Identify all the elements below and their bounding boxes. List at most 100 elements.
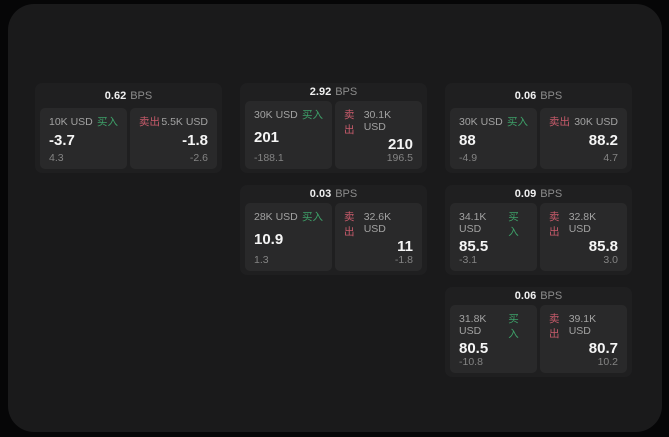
sell-price: 210 [387,136,413,153]
buy-amount: 34.1K USD [459,211,487,235]
buy-price: 80.5 [459,340,489,357]
buy-panel-header: 28K USD 买入 [254,209,323,224]
sell-delta: 4.7 [603,152,618,164]
sell-delta: -1.8 [394,254,413,266]
sell-amount: 30.1K USD [363,109,392,133]
sell-action-label: 卖出 [344,211,355,238]
sell-panel[interactable]: 卖出 30.1K USD 210 196.5 [335,101,422,169]
bps-value: 0.09 [514,188,537,200]
quote-card: 0.09 BPS 34.1K USD 买入 85.5 -3.1 卖出 32.8K… [445,185,632,275]
bps-unit-label: BPS [540,290,563,302]
sell-panel[interactable]: 卖出 30K USD 88.2 4.7 [540,108,627,169]
buy-delta: -10.8 [459,356,483,368]
bps-unit-label: BPS [130,89,153,102]
app-surface: 0.62 BPS 10K USD 买入 -3.7 4.3 卖出 5.5K USD… [8,4,662,432]
buy-price: -3.7 [49,132,75,149]
sell-panel-header: 卖出 30.1K USD [344,107,413,137]
bps-unit-label: BPS [540,188,563,200]
buy-delta: 1.3 [254,254,269,266]
quote-panels: 31.8K USD 买入 80.5 -10.8 卖出 39.1K USD 80.… [445,305,632,377]
sell-action-label: 卖出 [139,116,160,128]
sell-price: 85.8 [588,238,618,255]
quote-card: 0.62 BPS 10K USD 买入 -3.7 4.3 卖出 5.5K USD… [35,83,222,173]
card-header: 0.62 BPS [35,83,222,108]
bps-unit-label: BPS [335,188,358,200]
sell-delta: -2.6 [189,152,208,164]
sell-panel[interactable]: 卖出 32.6K USD 11 -1.8 [335,203,422,271]
card-header: 2.92 BPS [240,83,427,101]
sell-delta: 10.2 [597,356,618,368]
buy-action-label: 买入 [97,116,118,128]
buy-delta: -3.1 [459,254,478,266]
sell-panel-header: 卖出 5.5K USD [139,114,208,129]
buy-action-label: 买入 [302,109,323,121]
buy-amount: 10K USD [49,116,93,128]
sell-amount: 32.8K USD [568,211,597,235]
bps-unit-label: BPS [335,86,358,98]
sell-amount: 32.6K USD [363,211,392,235]
card-header: 0.06 BPS [445,83,632,108]
bps-value: 0.06 [514,290,537,302]
sell-panel[interactable]: 卖出 39.1K USD 80.7 10.2 [540,305,627,373]
bps-value: 2.92 [309,86,332,98]
sell-action-label: 卖出 [344,109,355,136]
buy-amount: 30K USD [254,109,298,121]
sell-amount: 30K USD [574,116,618,128]
buy-action-label: 买入 [302,211,323,223]
sell-amount: 39.1K USD [568,313,597,337]
bps-value: 0.06 [514,89,537,102]
buy-amount: 31.8K USD [459,313,487,337]
sell-price: 11 [397,238,413,255]
buy-panel-header: 30K USD 买入 [254,107,323,122]
buy-delta: 4.3 [49,152,64,164]
bps-value: 0.62 [104,89,127,102]
quote-panels: 34.1K USD 买入 85.5 -3.1 卖出 32.8K USD 85.8… [445,203,632,275]
buy-panel-header: 10K USD 买入 [49,114,118,129]
quote-card: 0.03 BPS 28K USD 买入 10.9 1.3 卖出 32.6K US… [240,185,427,275]
quote-card: 2.92 BPS 30K USD 买入 201 -188.1 卖出 30.1K … [240,83,427,173]
buy-price: 85.5 [459,238,489,255]
sell-panel-header: 卖出 30K USD [549,114,618,129]
card-header: 0.09 BPS [445,185,632,203]
quote-panels: 30K USD 买入 88 -4.9 卖出 30K USD 88.2 4.7 [445,108,632,173]
card-header: 0.06 BPS [445,287,632,305]
buy-panel[interactable]: 28K USD 买入 10.9 1.3 [245,203,332,271]
buy-price: 10.9 [254,230,284,248]
sell-action-label: 卖出 [549,211,560,238]
quote-panels: 30K USD 买入 201 -188.1 卖出 30.1K USD 210 1… [240,101,427,173]
buy-panel[interactable]: 10K USD 买入 -3.7 4.3 [40,108,127,169]
sell-panel-header: 卖出 32.8K USD [549,209,618,239]
sell-delta: 196.5 [386,152,413,164]
sell-panel[interactable]: 卖出 5.5K USD -1.8 -2.6 [130,108,217,169]
buy-delta: -4.9 [459,152,478,164]
buy-panel[interactable]: 31.8K USD 买入 80.5 -10.8 [450,305,537,373]
sell-panel-header: 卖出 39.1K USD [549,311,618,341]
sell-price: 80.7 [588,340,618,357]
buy-price: 88 [459,132,476,149]
sell-price: 88.2 [588,132,618,149]
buy-panel-header: 31.8K USD 买入 [459,311,528,341]
buy-delta: -188.1 [254,152,284,164]
buy-panel[interactable]: 30K USD 买入 201 -188.1 [245,101,332,169]
sell-price: -1.8 [182,132,208,149]
sell-delta: 3.0 [603,254,618,266]
quote-panels: 10K USD 买入 -3.7 4.3 卖出 5.5K USD -1.8 -2.… [35,108,222,173]
quote-card: 0.06 BPS 31.8K USD 买入 80.5 -10.8 卖出 39.1… [445,287,632,377]
cards-grid: 0.62 BPS 10K USD 买入 -3.7 4.3 卖出 5.5K USD… [35,83,632,377]
buy-panel[interactable]: 34.1K USD 买入 85.5 -3.1 [450,203,537,271]
card-header: 0.03 BPS [240,185,427,203]
bps-value: 0.03 [309,188,332,200]
sell-amount: 5.5K USD [161,116,208,128]
quote-card: 0.06 BPS 30K USD 买入 88 -4.9 卖出 30K USD 8… [445,83,632,173]
quote-panels: 28K USD 买入 10.9 1.3 卖出 32.6K USD 11 -1.8 [240,203,427,275]
sell-action-label: 卖出 [549,313,560,340]
buy-action-label: 买入 [508,211,519,238]
buy-price: 201 [254,128,280,146]
sell-panel-header: 卖出 32.6K USD [344,209,413,239]
sell-panel[interactable]: 卖出 32.8K USD 85.8 3.0 [540,203,627,271]
buy-panel[interactable]: 30K USD 买入 88 -4.9 [450,108,537,169]
buy-amount: 28K USD [254,211,298,223]
sell-action-label: 卖出 [549,116,570,128]
buy-amount: 30K USD [459,116,503,128]
